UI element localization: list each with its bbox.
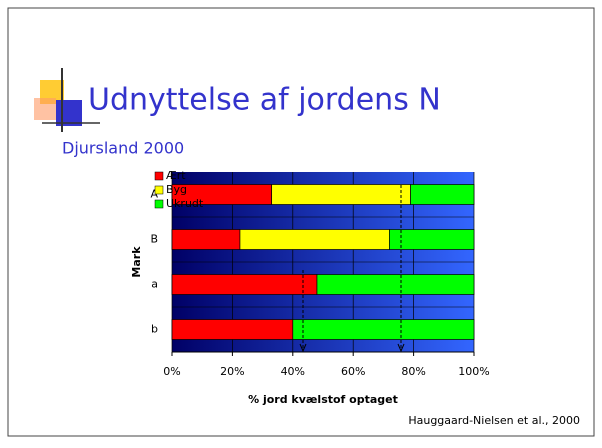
legend-label: Byg [166, 183, 187, 196]
legend-label: Ært [166, 169, 186, 182]
bar-segment [171, 274, 318, 295]
bar-segment [271, 184, 411, 205]
legend-label: Ukrudt [166, 197, 204, 210]
x-axis-label: % jord kvælstof optaget [248, 393, 398, 406]
bar-segment [171, 229, 241, 250]
legend-swatch [154, 185, 164, 195]
x-tick-label: 60% [341, 365, 365, 378]
arrow-head [397, 343, 405, 353]
legend-swatch [154, 199, 164, 209]
y-tick-label: a [151, 278, 158, 291]
deco [56, 100, 82, 126]
deco [34, 98, 56, 120]
title: Udnyttelse af jordens N [88, 83, 441, 118]
y-tick-label: B [150, 233, 158, 246]
bar-segment [316, 274, 475, 295]
legend-swatch [154, 171, 164, 181]
x-tick-label: 80% [401, 365, 425, 378]
bar-segment [292, 319, 475, 340]
x-tick-label: 20% [220, 365, 244, 378]
bar-segment [171, 319, 294, 340]
y-axis-label: Mark [130, 246, 143, 278]
x-tick-label: 100% [458, 365, 489, 378]
bar-segment [410, 184, 475, 205]
arrow-head [299, 343, 307, 353]
y-tick-label: A [150, 188, 158, 201]
bar-segment [389, 229, 475, 250]
bar-segment [239, 229, 390, 250]
x-tick-label: 0% [163, 365, 180, 378]
y-tick-label: b [151, 323, 158, 336]
subtitle: Djursland 2000 [62, 139, 184, 158]
source: Hauggaard-Nielsen et al., 2000 [408, 414, 580, 427]
x-tick-label: 40% [281, 365, 305, 378]
